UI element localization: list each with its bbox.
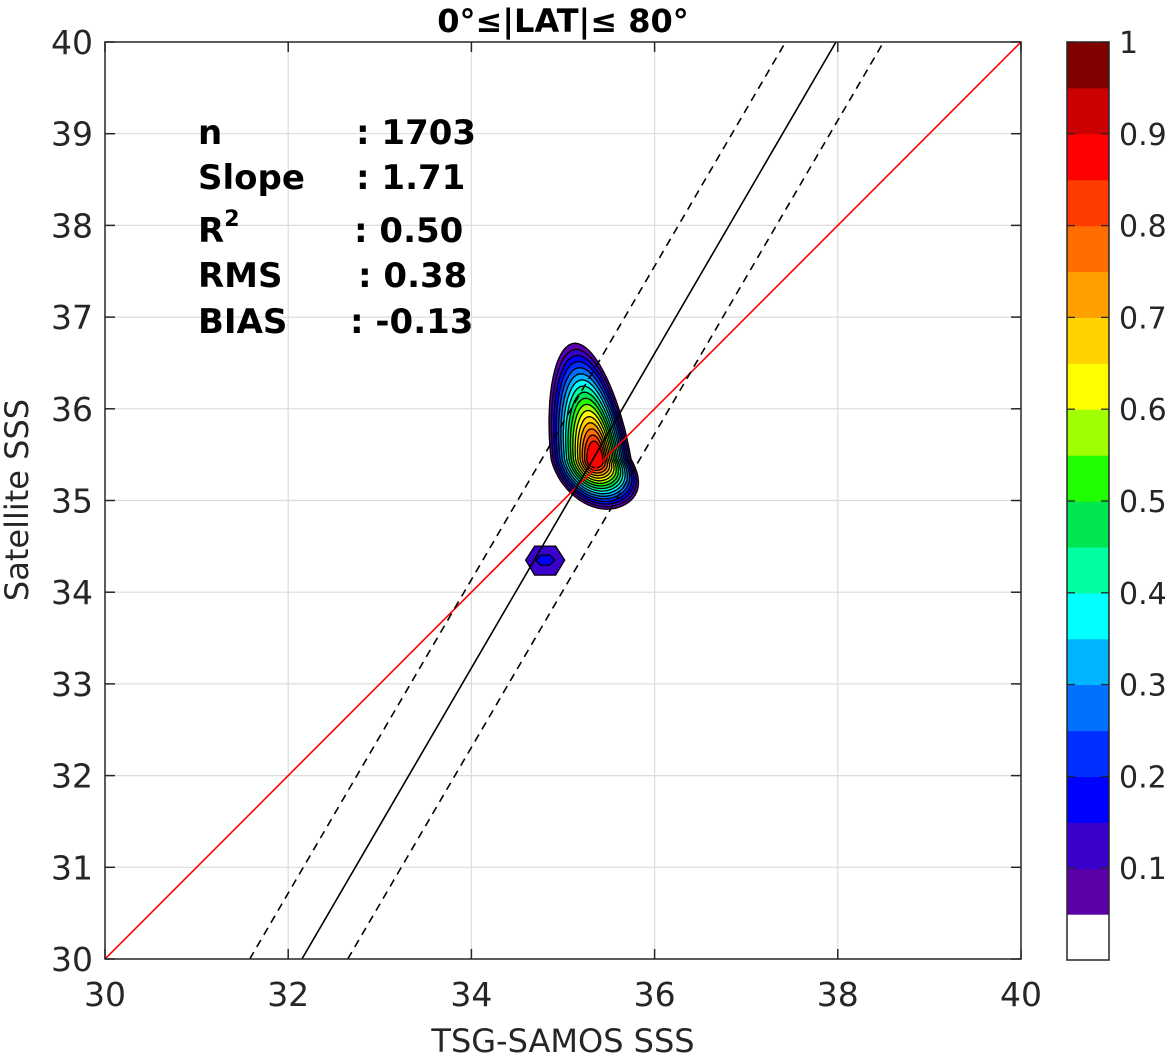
- x-tick-label: 40: [1000, 975, 1042, 1014]
- colorbar-swatch: [1067, 409, 1109, 456]
- stat-value-r2: : 0.50: [354, 211, 463, 251]
- stat-label-r2: R2: [198, 207, 240, 251]
- colorbar-swatch: [1067, 42, 1109, 89]
- stat-value-bias: : -0.13: [350, 302, 473, 342]
- colorbar-swatch: [1067, 87, 1109, 135]
- colorbar-tick-label: 0.8: [1119, 210, 1167, 245]
- y-tick-label: 37: [51, 298, 93, 337]
- stat-value-rms: : 0.38: [358, 256, 467, 296]
- stat-value-n: : 1703: [356, 113, 476, 153]
- colorbar-tick-label: 1: [1119, 26, 1138, 61]
- y-tick-label: 34: [51, 573, 93, 612]
- colorbar-swatch: [1067, 730, 1109, 777]
- colorbar-swatch: [1067, 225, 1109, 273]
- y-axis-ticks: 30 31 32 33 34 35 36 37 38 39 40: [51, 23, 1021, 979]
- x-axis-label: TSG-SAMOS SSS: [430, 1022, 694, 1055]
- colorbar-swatch: [1067, 822, 1109, 869]
- x-tick-label: 36: [634, 975, 676, 1014]
- x-tick-label: 38: [817, 975, 859, 1014]
- fit-minus-rms-line: [249, 42, 787, 959]
- colorbar-swatch: [1067, 455, 1109, 502]
- y-tick-label: 32: [51, 757, 93, 796]
- reference-lines: [105, 42, 1021, 959]
- y-axis-label: Satellite SSS: [0, 399, 36, 601]
- y-tick-label: 31: [51, 848, 93, 887]
- colorbar-swatch: [1067, 868, 1109, 915]
- colorbar-swatch: [1067, 317, 1109, 364]
- colorbar-swatch: [1067, 776, 1109, 823]
- chart-title: 0°≤|LAT|≤ 80°: [437, 2, 688, 41]
- y-tick-label: 33: [51, 665, 93, 704]
- colorbar-swatch: [1067, 363, 1109, 410]
- colorbar-swatch: [1067, 592, 1109, 640]
- density-contours: [524, 342, 640, 576]
- colorbar-tick-label: 0.1: [1119, 852, 1167, 887]
- x-tick-label: 30: [84, 975, 126, 1014]
- x-axis-ticks: 30 32 34 36 38 40: [84, 42, 1042, 1014]
- colorbar-swatch: [1067, 501, 1109, 548]
- stats-box: n : 1703 Slope : 1.71 R2 : 0.50 RMS : 0.…: [198, 113, 476, 342]
- colorbar-swatch: [1067, 179, 1109, 227]
- y-tick-label: 35: [51, 482, 93, 521]
- colorbar-swatch: [1067, 914, 1109, 961]
- x-tick-label: 32: [267, 975, 309, 1014]
- stat-label-slope: Slope: [198, 158, 305, 198]
- x-tick-label: 34: [450, 975, 492, 1014]
- colorbar-tick-label: 0.3: [1119, 669, 1167, 704]
- colorbar-tick-label: 0.6: [1119, 393, 1167, 428]
- colorbar-tick-label: 0.9: [1119, 118, 1167, 153]
- one-to-one-line: [105, 42, 1021, 959]
- colorbar-tick-label: 0.2: [1119, 760, 1167, 795]
- colorbar: 0.1 0.2 0.3 0.4 0.5 0.6 0.7 0.8 0.9 1: [1066, 26, 1167, 961]
- y-tick-label: 40: [51, 23, 93, 62]
- colorbar-tick-label: 0.4: [1119, 577, 1167, 612]
- stat-label-n: n: [198, 113, 222, 153]
- y-tick-label: 39: [51, 115, 93, 154]
- colorbar-tick-label: 0.5: [1119, 485, 1167, 520]
- y-tick-label: 30: [51, 940, 93, 979]
- stat-value-slope: : 1.71: [356, 158, 465, 198]
- colorbar-swatch: [1067, 638, 1109, 686]
- colorbar-tick-label: 0.7: [1119, 301, 1167, 336]
- y-tick-label: 38: [51, 206, 93, 245]
- contour-secondary-inner: [534, 554, 556, 566]
- y-tick-label: 36: [51, 390, 93, 429]
- colorbar-swatch: [1067, 271, 1109, 318]
- regression-fit-line: [301, 42, 837, 959]
- stat-label-rms: RMS: [198, 256, 283, 296]
- colorbar-swatch: [1067, 684, 1109, 732]
- fit-plus-rms-line: [347, 42, 885, 959]
- colorbar-swatch: [1067, 133, 1109, 181]
- colorbar-swatch: [1067, 546, 1109, 594]
- stat-label-bias: BIAS: [198, 302, 287, 342]
